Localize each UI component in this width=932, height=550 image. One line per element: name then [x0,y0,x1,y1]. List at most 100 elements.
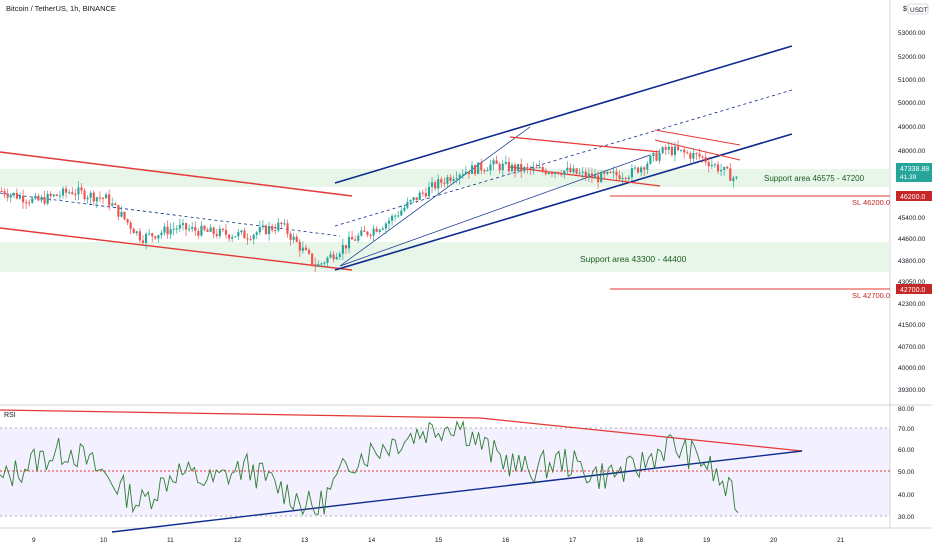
price-axis[interactable]: 53000.00 52000.00 51000.00 50000.00 49000.00… [898,30,925,394]
candle-body [144,233,148,243]
candle-body [523,166,526,172]
candle-body [86,197,89,200]
candle-body [329,254,332,258]
rsi-tick-label: 30.00 [898,514,915,521]
candle-body [652,152,655,157]
price-tick-label: 53000.00 [898,30,925,37]
candle-body [566,167,569,171]
candle-body [317,264,320,267]
price-tick-label: 52000.00 [898,54,925,61]
candle-body [421,192,424,194]
candle-body [311,253,314,265]
currency-label: USDT [910,7,928,14]
candle-body [203,225,206,230]
candle-body [544,170,547,175]
candle-body [649,156,652,164]
time-axis[interactable]: 9 10 11 12 13 14 15 16 17 18 19 20 21 [32,537,845,544]
candle-body [627,177,630,180]
candle-body [670,146,673,155]
sl-lower-label: SL 42700.0 [852,291,890,300]
candle-body [686,152,689,154]
candle-body [615,171,618,176]
candle-body [553,171,557,174]
candle-body [95,197,98,202]
candle-body [138,231,141,241]
time-tick-label: 20 [770,537,778,544]
candle-body [58,195,62,197]
candle-body [584,171,587,178]
candle-body [563,170,566,175]
rsi-axis[interactable]: 80.00 70.00 60.00 50.00 40.00 30.00 [898,406,915,521]
candle-body [6,194,9,198]
candle-body [326,257,329,263]
candle-body [175,228,178,230]
red-channel-lower [0,227,353,271]
candle-body [412,197,415,201]
candle-body [108,194,111,206]
candle-body [277,222,280,231]
candle-body [344,245,348,249]
candle-body [609,171,612,173]
candle-body [298,241,301,251]
candle-body [9,194,12,198]
sl-upper-label: SL 46200.0 [852,198,890,207]
red-channel-upper [0,151,353,197]
candle-body [304,247,308,251]
candle-body [209,227,212,232]
candle-body [252,234,255,240]
candle-body [446,177,449,184]
currency-prefix: $ [903,6,907,13]
candle-body [636,167,640,173]
candle-body [49,193,52,197]
candle-body [486,170,489,172]
candle-body [52,194,55,197]
candle-body [526,166,529,168]
flag2-upper [654,129,741,146]
candle-body [569,167,572,173]
candle-body [624,178,627,180]
candle-body [504,161,507,164]
candle-body [332,254,335,260]
candle-body [501,163,504,171]
candle-body [77,187,80,195]
candle-body [603,171,606,174]
candle-body [289,233,292,240]
time-tick-label: 18 [636,537,644,544]
rsi-band [0,428,890,516]
candle-body [129,222,132,229]
candle-body [166,226,169,235]
sl-upper-tag-text: 46200.0 [900,194,925,201]
candle-body [338,253,341,258]
candle-body [157,235,160,239]
candle-body [713,164,717,166]
candle-body [732,177,735,181]
candle-body [646,163,649,170]
candle-body [720,170,723,172]
candle-body [43,196,46,204]
candle-body [234,236,237,238]
price-tick-label: 51000.00 [898,77,925,84]
candle-body [151,233,154,237]
candle-body [323,262,326,264]
candle-body [341,245,344,254]
candle-body [55,194,58,196]
candle-body [347,236,351,249]
price-tick-label: 39300.00 [898,387,925,394]
candle-body [630,168,633,178]
candle-body [489,164,492,171]
candle-body [464,171,467,175]
candle-body [437,179,440,189]
candle-body [557,171,560,174]
fan-line-1 [339,126,531,267]
current-price-tag [896,163,932,182]
candle-body [384,223,387,229]
candle-body [427,186,431,197]
currency-badge[interactable] [907,3,929,15]
candle-body [83,190,86,200]
time-tick-label: 16 [502,537,510,544]
candle-body [61,188,65,196]
support-area-upper-label: Support area 46575 - 47200 [764,174,865,183]
candle-body [390,215,394,221]
candle-body [154,236,157,239]
